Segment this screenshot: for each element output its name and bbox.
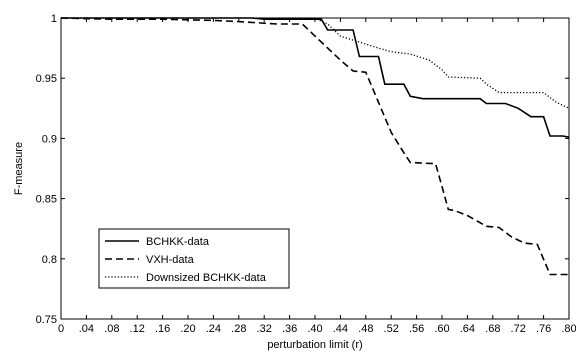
x-tick-label: .24 (206, 323, 221, 335)
x-tick-label: .68 (485, 323, 500, 335)
series-layer (60, 17, 570, 276)
legend-label: VXH-data (146, 254, 195, 266)
x-tick-label: .20 (180, 323, 195, 335)
x-tick-label: .12 (130, 323, 145, 335)
y-axis-title: F-measure (13, 142, 25, 195)
x-tick-label: .16 (155, 323, 170, 335)
y-tick-label: 0.85 (36, 194, 57, 206)
series-line-vxh-data (60, 17, 569, 276)
x-tick-label: .28 (231, 323, 246, 335)
x-tick-label: 0 (58, 323, 64, 335)
legend-label: BCHKK-data (146, 236, 210, 248)
x-tick-label: .64 (460, 323, 475, 335)
y-tick-label: 1 (51, 13, 57, 25)
x-tick-label: .80 (561, 323, 576, 335)
x-tick-label: .60 (434, 323, 449, 335)
x-tick-label: .76 (536, 323, 551, 335)
y-tick-label: 0.95 (36, 73, 57, 85)
legend-label: Downsized BCHKK-data (146, 272, 267, 284)
series-line-downsized-bchkk-data (61, 17, 570, 109)
y-tick-label: 0.75 (36, 314, 57, 326)
x-tick-label: .56 (409, 323, 424, 335)
x-tick-label: .72 (511, 323, 526, 335)
x-tick-label: .44 (333, 323, 348, 335)
y-tick-label: 0.9 (42, 133, 57, 145)
x-tick-label: .48 (358, 323, 373, 335)
x-tick-label: .52 (384, 323, 399, 335)
legend: BCHKK-data VXH-data Downsized BCHKK-data (98, 228, 290, 289)
y-tick-label: 0.8 (42, 254, 57, 266)
x-tick-label: .40 (307, 323, 322, 335)
x-tick-label: .04 (79, 323, 94, 335)
x-tick-label: .36 (282, 323, 297, 335)
tick-layer: 0 .04 .08 .12 .16 .20 .24 .28 .32 .36 .40 .44 .48 .52… (36, 13, 576, 335)
x-axis-title: perturbation limit (r) (267, 339, 362, 351)
x-tick-label: .08 (104, 323, 119, 335)
x-tick-label: .32 (257, 323, 272, 335)
series-line-bchkk-data (61, 17, 570, 138)
